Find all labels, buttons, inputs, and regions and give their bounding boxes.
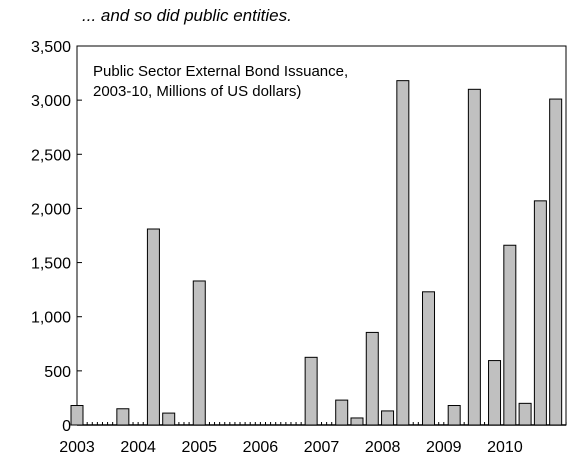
x-tick-label: 2008 [365, 439, 401, 456]
bar [518, 402, 532, 426]
y-axis: 0 500 1,000 1,500 2,000 2,500 3,000 3,500 [31, 39, 82, 435]
chart-title-line-2: 2003-10, Millions of US dollars) [93, 83, 301, 100]
y-tick-label: 1,000 [31, 310, 71, 327]
x-tick-label: 2009 [426, 439, 462, 456]
y-tick-label: 2,000 [31, 201, 71, 218]
x-tick-label: 2004 [120, 439, 156, 456]
bar [70, 405, 84, 426]
bar [533, 200, 547, 426]
bar [350, 417, 364, 426]
bar [503, 244, 517, 426]
bar [365, 331, 379, 426]
y-tick-label: 1,500 [31, 256, 71, 273]
bar [422, 291, 436, 426]
y-tick-label: 3,000 [31, 93, 71, 110]
x-tick-label: 2007 [304, 439, 340, 456]
chart-title-line-1: Public Sector External Bond Issuance, [93, 63, 348, 80]
bar [192, 280, 206, 426]
y-tick-label: 2,500 [31, 147, 71, 164]
bar [488, 360, 502, 426]
x-tick-label: 2003 [59, 439, 95, 456]
y-tick-label: 500 [44, 364, 71, 381]
bar [335, 399, 349, 426]
bar [116, 408, 130, 426]
y-tick-label: 0 [62, 418, 71, 435]
bar [396, 80, 410, 426]
x-tick-label: 2010 [487, 439, 523, 456]
bar [549, 98, 563, 426]
bar [304, 356, 318, 426]
bars [70, 80, 563, 426]
chart-subtitle: ... and so did public entities. [82, 6, 292, 25]
x-axis: 2003 2004 2005 2006 2007 2008 2009 2010 [59, 422, 567, 456]
bar [162, 412, 176, 426]
x-tick-label: 2005 [181, 439, 217, 456]
bar [447, 405, 461, 426]
bar [146, 228, 160, 426]
bar [467, 88, 481, 426]
bar [381, 410, 395, 426]
y-tick-label: 3,500 [31, 39, 71, 56]
x-tick-label: 2006 [243, 439, 279, 456]
